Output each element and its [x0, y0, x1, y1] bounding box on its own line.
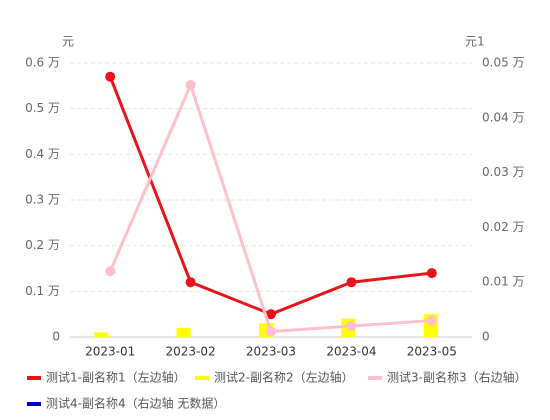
point — [426, 268, 437, 279]
legend-label: 测试3-副名称3（右边轴） — [387, 370, 527, 385]
line — [108, 76, 432, 316]
y-tick-label: 0.5 万 — [25, 101, 60, 115]
x-tick-label: 2023-01 — [85, 345, 135, 359]
point — [346, 321, 357, 332]
point — [266, 309, 276, 320]
point — [426, 315, 437, 326]
y-tick-label: 0.3 万 — [25, 193, 60, 207]
y2-tick-label: 0.01 万 — [482, 275, 525, 289]
x-tick-label: 2023-05 — [407, 345, 457, 359]
y-tick-label: 0 — [52, 330, 60, 344]
bar — [94, 332, 109, 337]
point — [266, 326, 276, 337]
point — [105, 71, 116, 82]
y2-tick-label: 0.04 万 — [482, 110, 525, 124]
legend-swatch — [27, 376, 41, 380]
y2-tick-label: 0.03 万 — [482, 165, 525, 179]
line — [108, 80, 432, 334]
x-tick-label: 2023-04 — [326, 345, 376, 359]
bar — [176, 327, 191, 337]
point — [185, 277, 196, 288]
point — [346, 277, 357, 288]
y2-tick-label: 0.05 万 — [482, 56, 525, 70]
legend-swatch — [195, 376, 209, 380]
y2-tick-label: 0 — [482, 330, 490, 344]
x-tick-label: 2023-02 — [166, 345, 216, 359]
legend-label: 测试2-副名称2（左边轴） — [214, 370, 354, 385]
x-tick-label: 2023-03 — [246, 345, 296, 359]
y-tick-label: 0.4 万 — [25, 147, 60, 161]
point — [185, 79, 196, 90]
legend-label: 测试4-副名称4（右边轴 无数据） — [46, 396, 225, 411]
y-tick-label: 0.6 万 — [25, 56, 60, 70]
legend-swatch — [368, 376, 382, 380]
legend-swatch — [27, 402, 41, 406]
legend-label: 测试1-副名称1（左边轴） — [46, 370, 186, 385]
y-tick-label: 0.2 万 — [25, 238, 60, 252]
point — [105, 266, 116, 277]
y-axis-label: 元 — [62, 35, 74, 49]
y2-axis-label: 元1 — [465, 35, 485, 49]
y2-tick-label: 0.02 万 — [482, 220, 525, 234]
y-tick-label: 0.1 万 — [25, 284, 60, 298]
